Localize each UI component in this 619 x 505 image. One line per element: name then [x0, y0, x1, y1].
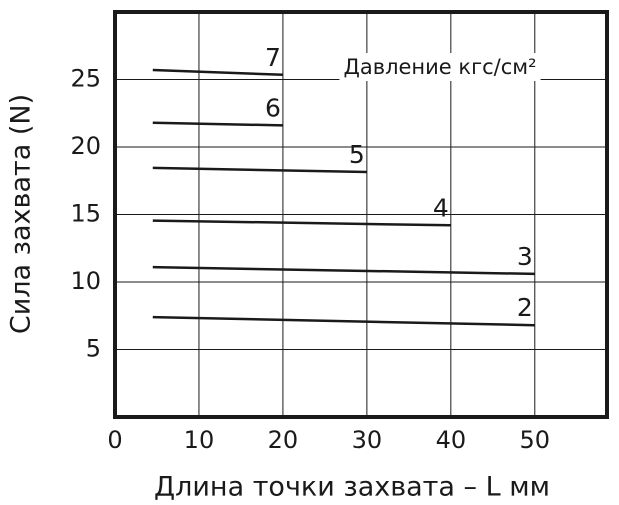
series-label: 4 [433, 193, 449, 222]
plot-frame [113, 10, 609, 419]
series-label: 7 [265, 43, 281, 72]
x-axis-label: Длина точки захвата – L мм [154, 472, 550, 503]
x-tick-label: 10 [184, 426, 215, 454]
line [152, 68, 283, 77]
y-tick-label: 20 [70, 132, 101, 160]
line [152, 265, 535, 276]
series-label: 5 [349, 140, 365, 169]
line [152, 219, 451, 227]
x-tick-label: 50 [520, 426, 551, 454]
series-label: 3 [517, 242, 533, 271]
y-tick-label: 10 [70, 267, 101, 295]
y-tick-label: 15 [70, 200, 101, 228]
annotation: Давление кгс/см² [343, 55, 536, 79]
y-axis-label: Сила захвата (N) [6, 94, 37, 334]
series-label: 2 [517, 293, 533, 322]
line [152, 121, 283, 127]
y-tick-label: 25 [70, 65, 101, 93]
line [152, 315, 535, 327]
y-tick-label: 5 [86, 335, 101, 363]
x-tick-label: 0 [107, 426, 122, 454]
line [152, 166, 367, 174]
x-tick-label: 30 [352, 426, 383, 454]
x-tick-label: 40 [436, 426, 467, 454]
series-label: 6 [265, 93, 281, 122]
x-tick-label: 20 [268, 426, 299, 454]
annotation-background [339, 53, 541, 81]
